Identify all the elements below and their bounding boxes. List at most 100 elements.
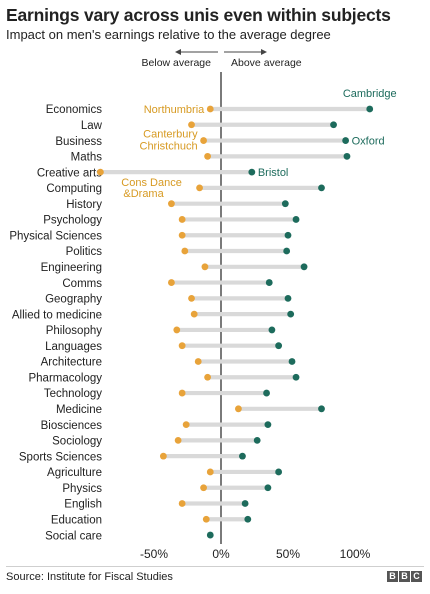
chart-subtitle: Impact on men's earnings relative to the… [6,27,331,42]
x-tick-label: 50% [276,547,300,561]
subject-label: Education [51,514,102,526]
high-point [366,105,374,113]
subject-label: Medicine [56,404,102,416]
annotation-label: Christchuch [140,141,198,153]
subject-label: Pharmacology [28,372,102,384]
low-point [178,231,186,239]
low-point [202,515,210,523]
high-point [244,515,252,523]
subject-label: Engineering [41,262,102,274]
subject-label: Maths [71,152,103,164]
low-point [188,121,195,129]
high-point [241,500,249,507]
low-point [168,200,175,208]
subject-label: Geography [45,294,102,306]
subject-label: Politics [66,246,103,258]
subject-label: Biosciences [41,420,103,432]
low-point [178,389,186,397]
arrow-left-head [175,49,181,55]
subject-label: Law [81,120,103,132]
annotation-label: Oxford [352,136,385,148]
direction-label-above: Above average [231,57,302,69]
bbc-logo-letter: B [387,571,398,582]
subject-label: Comms [62,278,102,290]
high-point [275,468,283,476]
bbc-logo-letter: C [411,571,422,582]
arrow-right-head [261,49,267,55]
high-point [248,168,256,176]
low-point [178,216,186,223]
direction-label-below: Below average [142,57,212,69]
low-point [204,152,212,160]
high-point [318,184,325,192]
high-point [292,373,300,381]
high-point [264,484,272,492]
subject-label: Sports Sciences [19,451,102,463]
annotation-label: Cons Dance [121,177,182,189]
subject-label: History [66,199,102,211]
high-point [268,326,276,334]
high-point [239,452,246,460]
high-point [281,200,289,208]
subject-label: Philosophy [46,325,103,337]
annotation-label: &Drama [123,188,164,200]
subject-label: Agriculture [47,467,102,479]
high-point [287,310,295,318]
subject-label: Creative arts [37,167,102,179]
low-point [235,405,242,413]
subject-label: Psychology [43,215,102,227]
high-point [318,405,325,413]
low-point [174,436,182,444]
subject-label: Architecture [41,357,102,369]
subject-label: Social care [45,530,102,542]
subject-label: Technology [44,388,102,400]
x-tick-label: -50% [140,547,168,561]
low-point [178,342,186,350]
source-note: Source: Institute for Fiscal Studies [6,571,173,583]
high-point [275,342,283,350]
low-point [168,279,175,286]
high-point [284,294,292,302]
low-point [206,105,214,113]
high-point [288,358,296,365]
high-point [284,231,292,239]
low-point [181,247,189,255]
high-point [342,137,350,144]
bbc-logo: B B C [387,571,422,582]
bbc-logo-letter: B [399,571,410,582]
high-point [265,279,273,286]
subject-label: Business [55,136,102,148]
subject-label: Sociology [52,436,102,448]
high-point [253,436,261,444]
subject-label: English [64,499,102,511]
high-point [300,263,308,271]
high-point [206,531,214,539]
low-point [194,358,202,365]
subject-label: Economics [46,104,102,116]
low-point [204,373,212,381]
subject-label: Physical Sciences [9,230,102,242]
low-point [97,168,104,176]
subject-label: Allied to medicine [12,309,102,321]
high-point [263,389,270,397]
subject-label: Languages [45,341,102,353]
low-point [178,500,186,507]
low-point [200,484,207,492]
annotation-label: Canterbury [143,129,198,141]
annotation-label: Northumbria [144,104,205,116]
x-tick-label: 100% [340,547,371,561]
high-point [264,421,272,428]
low-point [201,263,209,271]
low-point [196,184,203,192]
low-point [182,421,190,428]
x-tick-label: 0% [212,547,230,561]
low-point [200,137,207,144]
high-point [283,247,291,255]
subject-label: Computing [46,183,102,195]
high-point [292,216,300,223]
low-point [206,468,214,476]
low-point [173,326,181,334]
high-point [330,121,337,129]
chart-title: Earnings vary across unis even within su… [6,5,391,25]
